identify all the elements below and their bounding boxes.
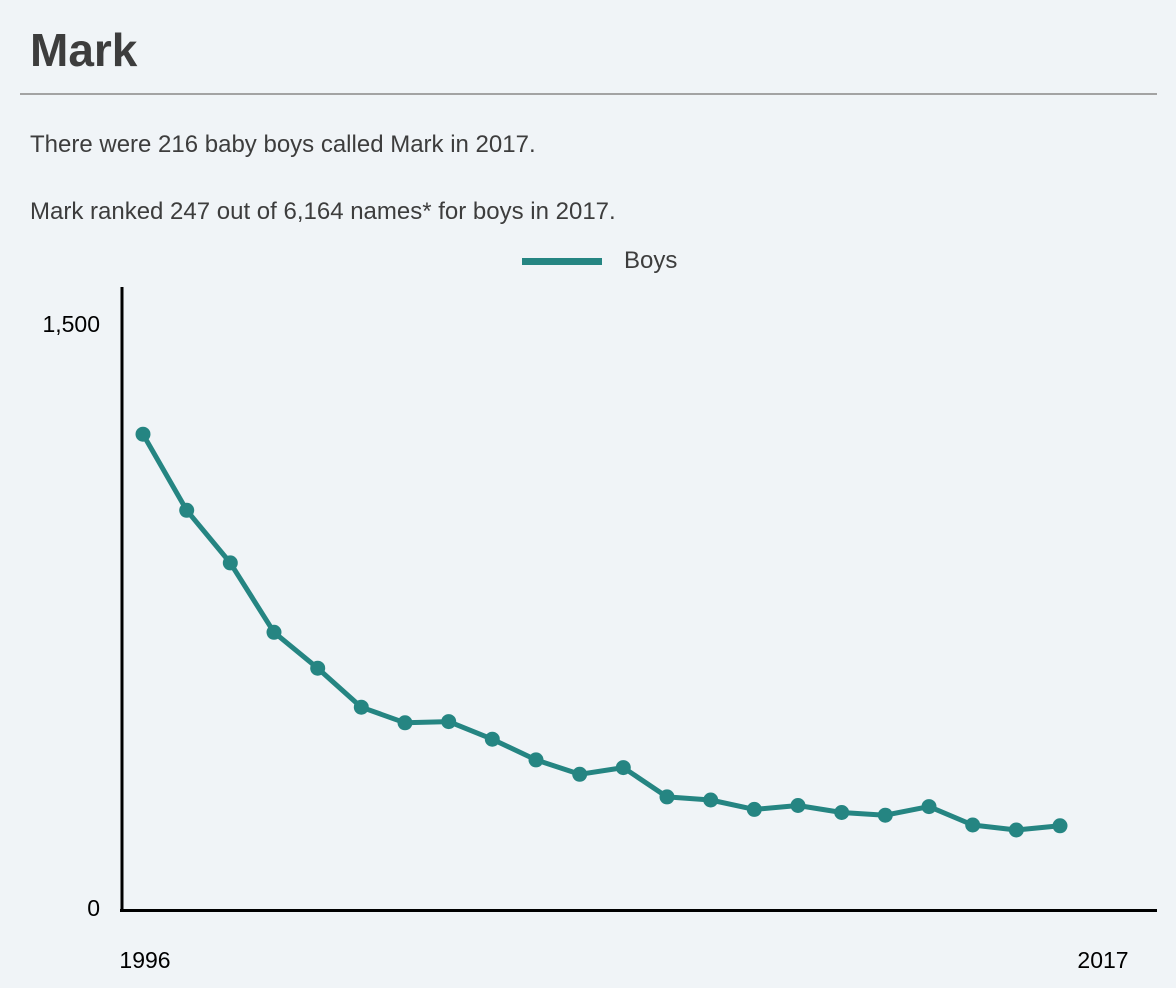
y-tick-label-max: 1,500 — [42, 311, 100, 337]
data-point-2009[interactable] — [703, 792, 719, 808]
legend-label-boys: Boys — [624, 247, 678, 274]
data-point-1996[interactable] — [135, 426, 151, 442]
title-divider — [20, 93, 1157, 95]
series-boys — [135, 426, 1068, 838]
data-point-1999[interactable] — [266, 624, 282, 640]
data-point-2006[interactable] — [572, 766, 588, 782]
data-point-2007[interactable] — [615, 760, 631, 776]
x-tick-label-end: 2017 — [1077, 947, 1128, 973]
data-point-2016[interactable] — [1008, 822, 1024, 838]
data-point-2015[interactable] — [965, 817, 981, 833]
series-line-boys — [140, 432, 1061, 833]
y-tick-label-min: 0 — [87, 895, 100, 921]
x-tick-label-start: 1996 — [119, 947, 170, 973]
data-point-2013[interactable] — [877, 807, 893, 823]
chart-legend[interactable]: Boys — [522, 245, 677, 277]
data-point-2014[interactable] — [921, 799, 937, 815]
data-point-2001[interactable] — [353, 699, 369, 715]
data-point-2012[interactable] — [834, 805, 850, 820]
data-point-2000[interactable] — [310, 660, 326, 676]
data-point-2003[interactable] — [441, 714, 457, 730]
data-point-2008[interactable] — [659, 789, 675, 805]
data-point-2005[interactable] — [528, 752, 544, 768]
rank-summary: Mark ranked 247 out of 6,164 names* for … — [30, 198, 616, 225]
births-summary: There were 216 baby boys called Mark in … — [30, 131, 536, 158]
data-point-2010[interactable] — [746, 801, 762, 817]
data-point-2011[interactable] — [790, 798, 806, 813]
page-title: Mark — [30, 24, 138, 76]
legend-swatch-boys — [522, 257, 602, 265]
data-point-1998[interactable] — [222, 555, 238, 571]
data-point-2002[interactable] — [397, 715, 413, 731]
data-point-2004[interactable] — [484, 731, 500, 747]
data-point-1997[interactable] — [179, 502, 195, 518]
data-point-2017[interactable] — [1052, 818, 1068, 834]
